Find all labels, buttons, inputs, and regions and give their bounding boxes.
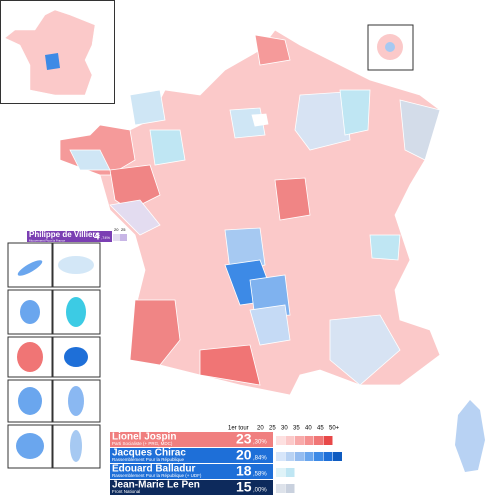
candidate-banner <box>110 432 273 447</box>
color-swatch <box>276 452 285 461</box>
inset-region <box>45 53 60 70</box>
scale-tick: 40 <box>305 426 312 432</box>
color-swatch <box>333 452 342 461</box>
color-swatch <box>276 436 285 445</box>
candidate-int: 23 <box>236 431 252 447</box>
scale-tick: 35 <box>293 426 300 432</box>
scale-tick: 45 <box>317 426 324 432</box>
color-swatch <box>285 452 295 461</box>
minor-dec: ,74% <box>101 235 111 240</box>
candidate-party: Rassemblement Pour la République <box>112 457 185 462</box>
minor-int: 4 <box>94 232 100 243</box>
candidate-name: Edouard Balladur <box>112 464 195 475</box>
color-swatch <box>276 484 285 493</box>
candidate-name: Jacques Chirac <box>112 448 186 459</box>
minor-swatch <box>113 234 120 241</box>
paris-center <box>385 42 395 52</box>
candidate-party: Rassemblement Pour la République (+ UDF) <box>112 473 202 478</box>
scale-tick: 30 <box>281 426 288 432</box>
candidate-banner <box>110 480 273 495</box>
inset-map <box>4 9 96 96</box>
color-swatch <box>323 452 333 461</box>
corsica <box>455 400 485 472</box>
candidate-dec: ,58% <box>253 472 267 478</box>
candidate-name: Lionel Jospin <box>112 432 176 443</box>
scale-tick: 25 <box>269 426 276 432</box>
candidate-int: 20 <box>236 447 252 463</box>
color-swatch <box>323 436 333 445</box>
candidate-name: Jean-Marie Le Pen <box>112 480 200 491</box>
candidate-banner <box>110 464 273 479</box>
candidate-party: Front National <box>112 489 140 494</box>
color-swatch <box>285 436 295 445</box>
minor-swatch <box>120 234 127 241</box>
color-swatch <box>285 468 295 477</box>
color-swatch <box>314 436 323 445</box>
color-swatch <box>304 436 314 445</box>
overseas-shapes <box>16 256 94 462</box>
color-swatch <box>295 452 304 461</box>
scale-tick: 50+ <box>329 426 340 432</box>
color-swatch <box>285 484 295 493</box>
candidate-banner <box>110 448 273 463</box>
minor-name: Philippe de Villiers <box>29 230 101 239</box>
color-swatch <box>304 452 314 461</box>
candidate-dec: ,84% <box>253 456 267 462</box>
color-swatch <box>295 436 304 445</box>
minor-party: Mouvement Pour la France <box>29 238 66 242</box>
scale-title: 1er tour <box>228 426 249 432</box>
scale-tick: 20 <box>257 426 264 432</box>
minor-tick: 25 <box>121 227 126 232</box>
color-swatch <box>314 452 323 461</box>
candidate-int: 18 <box>236 463 252 479</box>
candidate-dec: ,00% <box>253 488 267 494</box>
minor-tick: 20 <box>114 227 119 232</box>
candidate-int: 15 <box>236 479 252 495</box>
france-map <box>59 29 441 396</box>
candidate-party: Parti Socialiste (+ PRG, MDC) <box>112 441 173 446</box>
minor-banner <box>27 231 112 242</box>
candidate-dec: ,30% <box>253 440 267 446</box>
color-swatch <box>276 468 285 477</box>
